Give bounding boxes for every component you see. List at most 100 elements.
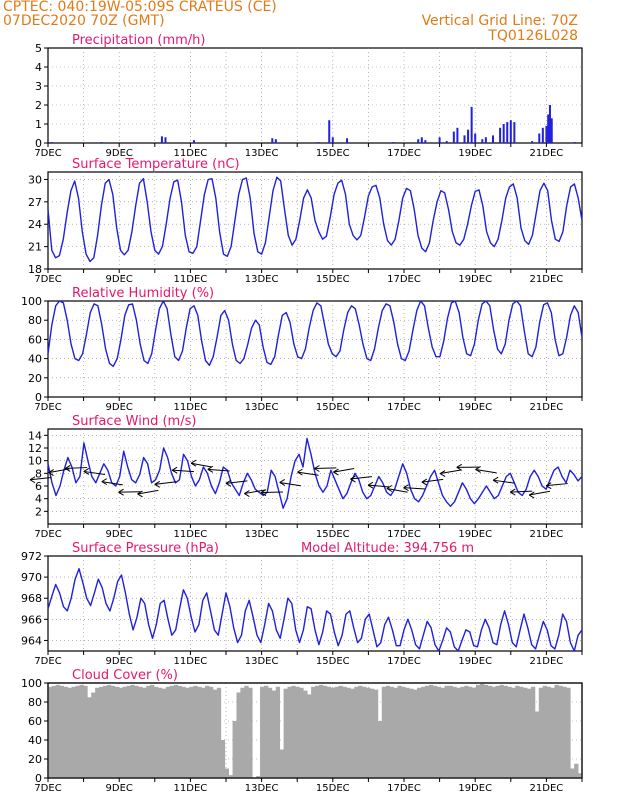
pressure-series-line [47, 568, 583, 652]
cloud-bar [318, 684, 324, 778]
cloud-bar [307, 694, 312, 778]
wind-arrow-head [207, 465, 214, 470]
wind-arrow-head [101, 481, 108, 486]
cloud-bar [232, 721, 237, 778]
cloud-bar [95, 687, 100, 778]
cloud-bar [303, 690, 308, 778]
cloud-bar [63, 686, 69, 778]
cloud-xtick-label: 11DEC [174, 783, 208, 794]
cloud-bar [287, 686, 292, 778]
precip-bar [548, 105, 551, 143]
wind-panel: 7DEC 9DEC 11DEC 13DEC 15DEC 17DEC 19DEC 21DEC 24… [28, 414, 583, 540]
wind-arrow [403, 487, 426, 490]
wind-arrow [386, 488, 408, 493]
wind-xtick-label: 11DEC [174, 529, 208, 540]
cloud-bar [87, 697, 92, 778]
cloud-bar [216, 687, 222, 778]
pressure-ytick-label: 964 [21, 634, 42, 647]
cloud-bar [212, 689, 218, 778]
wind-arrow-head [244, 490, 250, 494]
precip-bar [463, 135, 466, 143]
wind-arrow-head [260, 489, 267, 493]
wind-arrow [546, 483, 568, 487]
wind-arrow [260, 491, 283, 494]
cloud-bar [409, 688, 414, 778]
wind-arrow-head [529, 491, 535, 496]
cloud-bar [157, 687, 163, 778]
cloud-bar [350, 688, 355, 778]
precip-bar [513, 122, 516, 143]
cloud-xtick-label: 21DEC [530, 783, 564, 794]
cloud-bar [550, 687, 555, 778]
wind-arrow-head [83, 468, 90, 472]
wind-arrow-head [297, 471, 303, 476]
wind-arrow-head [190, 459, 197, 464]
wind-arrow-head [421, 481, 428, 486]
cloud-bar [495, 685, 500, 778]
temp-xtick-label: 17DEC [387, 274, 421, 285]
cloud-bar [334, 686, 339, 778]
wind-frame [47, 428, 583, 525]
cloud-bar [523, 687, 528, 778]
pressure-xtick-label: 11DEC [174, 656, 208, 667]
cloud-bar [228, 775, 233, 778]
precip-bar [392, 142, 395, 143]
precip-xtick-label: 21DEC [530, 148, 564, 159]
cloud-bar [236, 692, 241, 778]
wind-arrow-head [509, 488, 516, 493]
precip-bar [274, 139, 277, 143]
wind-arrow-head [101, 478, 108, 483]
cloud-bar [330, 687, 336, 778]
wind-ytick-label: 2 [35, 505, 42, 518]
cloud-bar [267, 687, 273, 778]
cloud-bar [275, 686, 281, 778]
cloud-bar [263, 685, 269, 778]
rh-xtick-label: 21DEC [530, 402, 564, 413]
cloud-bar [197, 686, 202, 778]
wind-arrow-head [529, 494, 535, 499]
wind-arrow-head [350, 475, 356, 480]
cloud-bar [448, 685, 453, 778]
cloud-bar [358, 685, 363, 778]
wind-arrow-head [297, 468, 303, 473]
pressure-title: Surface Pressure (hPa) [72, 541, 219, 556]
cloud-bar [271, 690, 277, 778]
precip-bar [467, 129, 470, 143]
wind-arrow-head [225, 479, 232, 484]
temp-xtick-label: 9DEC [106, 274, 133, 285]
pressure-ytick-label: 970 [21, 571, 42, 584]
wind-arrow [48, 468, 70, 474]
precip-bar [541, 127, 544, 143]
pressure-panel: 7DEC 9DEC 11DEC 13DEC 15DEC 17DEC 19DEC 21DEC 96… [21, 541, 583, 667]
cloud-bar [260, 686, 265, 778]
wind-arrow [65, 467, 88, 469]
rh-ytick-label: 40 [28, 353, 42, 366]
cloud-ytick-label: 60 [28, 715, 42, 728]
precip-bar [470, 106, 473, 143]
wind-arrow [297, 471, 319, 476]
cloud-xtick-label: 13DEC [245, 783, 279, 794]
cloud-frame-top [47, 682, 583, 779]
cloud-bar [146, 685, 151, 778]
cloud-xtick-label: 9DEC [106, 783, 133, 794]
cloud-bar [122, 686, 127, 778]
cloud-bar [464, 685, 469, 778]
wind-arrow [350, 476, 373, 480]
precip-bar [417, 139, 420, 143]
wind-ytick-label: 6 [35, 480, 42, 493]
wind-arrow-head [137, 490, 143, 495]
wind-xtick-label: 17DEC [387, 529, 421, 540]
wind-arrow [29, 477, 52, 481]
cloud-bar [51, 685, 57, 778]
cloud-bar [511, 687, 516, 778]
wind-arrow [137, 489, 159, 495]
cloud-bar [244, 685, 249, 778]
cloud-bar [224, 768, 230, 778]
rh-xtick-label: 13DEC [245, 402, 279, 413]
cloud-bar [193, 685, 198, 778]
cloud-ytick-label: 20 [28, 753, 42, 766]
precip-bar [424, 140, 427, 143]
cloud-bar [59, 685, 65, 778]
wind-arrow-head [314, 465, 320, 469]
wind-arrow-head [137, 493, 143, 498]
